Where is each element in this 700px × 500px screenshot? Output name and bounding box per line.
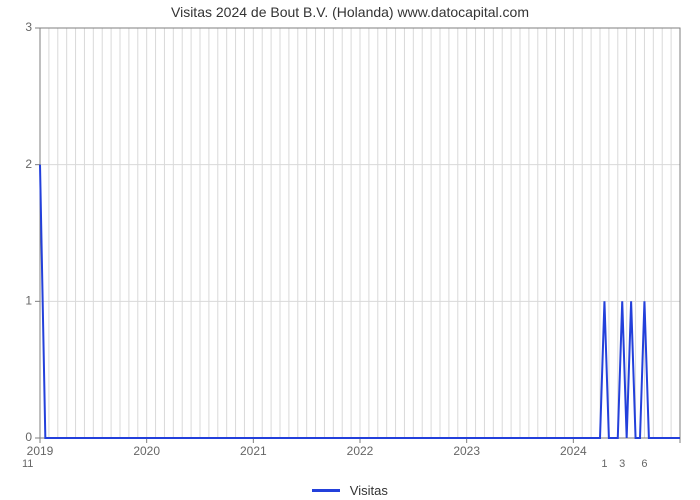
x-tick-label: 2020 (133, 444, 160, 458)
y-tick-label: 0 (25, 430, 32, 444)
secondary-x-label: 3 (619, 458, 625, 470)
grid-group (40, 28, 680, 438)
x-tick-label: 2019 (27, 444, 54, 458)
bottom-left-label: 11 (22, 458, 33, 470)
chart-svg: 0123 201920202021202220232024 13611 (0, 0, 700, 500)
x-tick-label: 2021 (240, 444, 267, 458)
y-tick-label: 3 (25, 20, 32, 34)
x-tick-labels: 2019 2020 2021 2022 2023 2024 (27, 444, 587, 458)
x-tick-label: 2023 (453, 444, 480, 458)
secondary-x-label: 1 (601, 458, 607, 470)
legend-label: Visitas (350, 483, 388, 498)
y-tick-label: 1 (25, 294, 32, 308)
secondary-x-labels: 13 6 11 (22, 458, 648, 470)
secondary-x-label: 6 (641, 458, 647, 470)
x-tick-label: 2024 (560, 444, 587, 458)
x-tick-label: 2022 (347, 444, 374, 458)
legend-swatch (312, 489, 340, 492)
chart-container: Visitas 2024 de Bout B.V. (Holanda) www.… (0, 0, 700, 500)
y-tick-labels: 0 1 2 3 (25, 20, 32, 444)
legend: Visitas (0, 482, 700, 498)
y-tick-label: 2 (25, 157, 32, 171)
axes-group (35, 28, 680, 443)
